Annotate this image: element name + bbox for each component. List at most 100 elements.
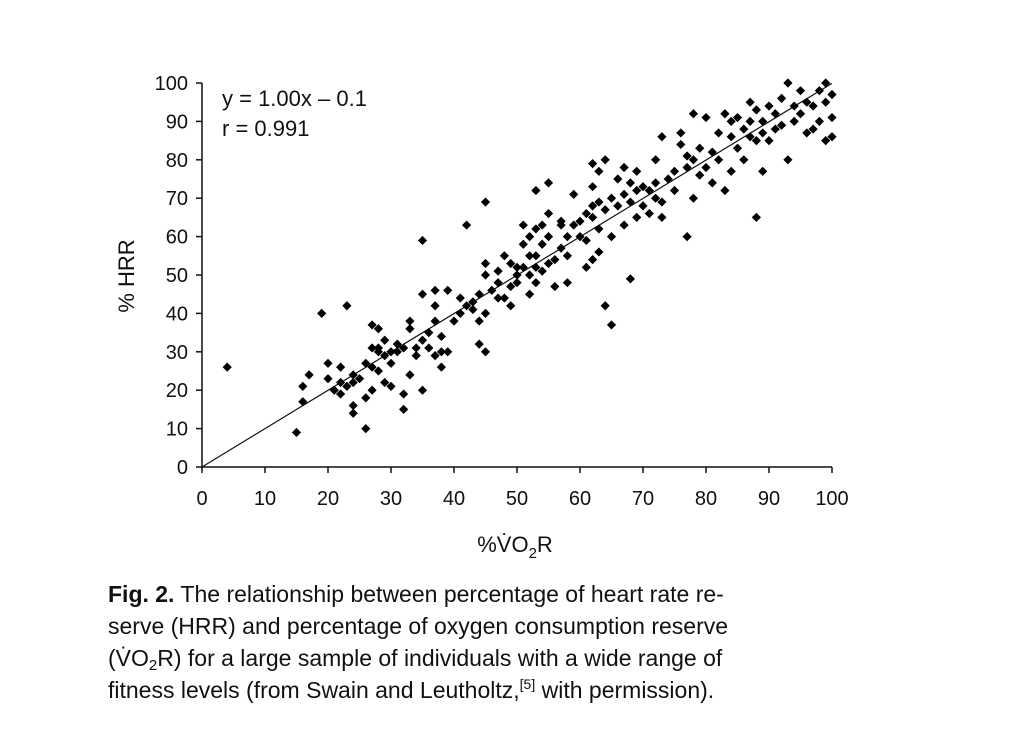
data-point xyxy=(411,343,421,353)
data-point xyxy=(443,347,453,357)
figure-caption: Fig. 2. The relationship between percent… xyxy=(108,578,868,706)
data-point xyxy=(594,224,604,234)
data-point xyxy=(531,262,541,272)
x-axis-title: %V̇O2R xyxy=(477,532,553,562)
data-point xyxy=(575,216,585,226)
data-point xyxy=(361,393,371,403)
data-point xyxy=(336,377,346,388)
data-point xyxy=(821,97,831,107)
data-point xyxy=(751,212,761,222)
data-point xyxy=(732,112,743,123)
data-point xyxy=(480,197,491,207)
equation-annotation: y = 1.00x – 0.1 xyxy=(222,86,367,111)
data-point xyxy=(411,351,421,361)
data-point xyxy=(802,128,812,138)
data-point xyxy=(695,170,705,180)
data-point xyxy=(373,347,383,357)
data-point xyxy=(430,301,440,311)
data-point xyxy=(657,132,667,142)
data-point xyxy=(336,362,346,372)
data-point xyxy=(474,289,484,299)
x-axis-title-subscript: 2 xyxy=(529,545,537,562)
data-point xyxy=(588,255,598,265)
y-tick-label: 60 xyxy=(166,227,188,249)
data-point xyxy=(619,162,629,173)
data-point xyxy=(758,116,768,126)
x-tick-label: 30 xyxy=(380,488,402,510)
data-point xyxy=(720,109,730,119)
x-tick-label: 0 xyxy=(196,488,207,510)
x-tick-label: 100 xyxy=(815,488,848,510)
data-point xyxy=(569,220,579,230)
y-tick-label: 50 xyxy=(166,265,188,287)
data-point xyxy=(550,281,560,292)
data-point xyxy=(304,370,314,380)
data-point xyxy=(562,232,572,242)
caption-line-1-text: The relationship between percentage of h… xyxy=(174,581,724,607)
data-point xyxy=(783,155,793,165)
data-point xyxy=(676,128,686,138)
data-point xyxy=(462,301,472,311)
data-point xyxy=(499,251,509,261)
data-point xyxy=(827,132,837,142)
data-point xyxy=(480,347,491,357)
data-point xyxy=(480,258,491,269)
data-point xyxy=(518,220,528,230)
data-point xyxy=(380,377,390,388)
caption-line-3: (V̇O2R) for a large sample of individual… xyxy=(108,642,868,674)
data-point xyxy=(600,205,610,215)
data-point xyxy=(632,212,642,222)
data-point xyxy=(518,239,528,249)
data-point xyxy=(789,101,799,111)
data-point xyxy=(449,316,459,326)
data-point xyxy=(424,343,434,353)
caption-line-4: fitness levels (from Swain and Leutholtz… xyxy=(108,674,868,706)
data-point xyxy=(417,335,428,345)
data-point xyxy=(657,197,667,207)
data-point xyxy=(537,239,547,249)
data-point xyxy=(714,155,724,165)
data-point xyxy=(336,389,346,399)
y-tick-label: 90 xyxy=(166,111,188,133)
data-point xyxy=(493,293,503,303)
data-point xyxy=(543,258,554,269)
data-point xyxy=(373,324,383,334)
data-point xyxy=(632,166,642,176)
data-point xyxy=(676,139,686,150)
caption-reference-sup: [5] xyxy=(519,676,536,692)
data-point xyxy=(682,232,692,242)
correlation-annotation: r = 0.991 xyxy=(222,116,309,141)
data-point xyxy=(651,178,661,188)
data-point xyxy=(537,266,547,276)
data-point xyxy=(701,162,711,173)
data-point xyxy=(688,155,698,165)
data-point xyxy=(405,324,415,334)
data-point xyxy=(588,201,598,211)
data-point xyxy=(525,270,535,280)
caption-figure-label: Fig. 2. xyxy=(108,581,175,607)
data-point xyxy=(707,178,717,188)
data-point xyxy=(474,316,484,326)
data-point xyxy=(392,339,402,349)
data-point xyxy=(455,293,465,303)
x-tick-label: 40 xyxy=(443,488,465,510)
data-point xyxy=(663,174,673,184)
data-point xyxy=(739,155,749,165)
data-point xyxy=(569,189,579,199)
data-point xyxy=(613,174,623,184)
data-point xyxy=(714,128,724,138)
data-point xyxy=(430,285,440,295)
scatter-chart: 0 10 20 30 40 50 60 70 80 90 100 0 10 20 30 40 50 60 70 80… xyxy=(114,73,849,562)
data-point xyxy=(795,109,806,119)
y-axis-title: % HRR xyxy=(114,239,139,312)
data-point xyxy=(367,385,377,395)
data-point xyxy=(480,270,491,280)
data-point xyxy=(323,374,333,384)
data-point xyxy=(726,132,736,142)
data-point xyxy=(468,304,478,315)
y-tick-label: 20 xyxy=(166,380,188,402)
caption-line-3-suffix: R) for a large sample of individuals wit… xyxy=(157,645,723,671)
data-point xyxy=(575,232,585,242)
data-point xyxy=(745,97,755,107)
data-point xyxy=(417,289,428,299)
